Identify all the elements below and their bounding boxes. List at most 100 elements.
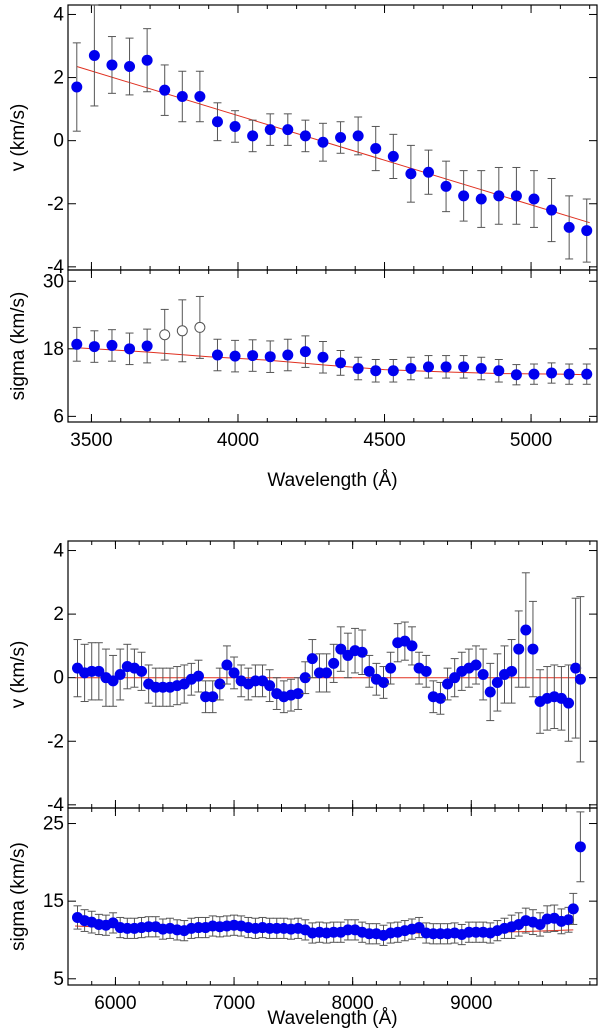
v-data-point bbox=[520, 624, 532, 636]
sigma-data-point bbox=[124, 343, 136, 355]
xtick-label: 9000 bbox=[450, 993, 492, 1014]
v-data-point bbox=[510, 190, 522, 202]
v-data-point bbox=[352, 130, 364, 142]
v-data-point bbox=[440, 180, 452, 192]
sigma-open-point bbox=[194, 321, 206, 333]
v-data-point bbox=[356, 646, 368, 658]
v-data-point bbox=[141, 54, 153, 66]
xtick-label: 6000 bbox=[94, 993, 136, 1014]
v-data-point bbox=[574, 673, 586, 685]
v-data-point bbox=[264, 680, 276, 692]
v-data-point bbox=[194, 90, 206, 102]
sigma-open-point bbox=[159, 329, 171, 341]
sigma-data-point bbox=[317, 351, 329, 363]
v-data-point bbox=[528, 193, 540, 205]
v-data-point bbox=[420, 665, 432, 677]
sigma-data-point bbox=[475, 363, 487, 375]
v-data-point bbox=[299, 130, 311, 142]
v-data-point bbox=[306, 653, 318, 665]
v-data-point bbox=[282, 124, 294, 136]
v-data-point bbox=[292, 688, 304, 700]
xlabel: Wavelength (Å) bbox=[267, 470, 397, 491]
v-data-point bbox=[114, 669, 126, 680]
sigma-ytick-label: 5 bbox=[53, 969, 64, 990]
v-ytick-label: 0 bbox=[53, 668, 64, 689]
blue-arm-chart: -4 -2 0 2 4 v (km/s) 6 18 30 sigma (km/s) 3500 4000… bbox=[8, 4, 598, 491]
sigma-data-point bbox=[493, 365, 505, 377]
v-data-point bbox=[484, 686, 496, 698]
v-data-point bbox=[506, 665, 518, 677]
v-ytick-label: -2 bbox=[47, 194, 64, 215]
v-ytick-label: 2 bbox=[53, 68, 64, 89]
sigma-data-point bbox=[335, 357, 347, 369]
v-data-point bbox=[442, 678, 454, 690]
sigma-data-point bbox=[422, 361, 434, 373]
v-ytick-label: -2 bbox=[47, 731, 64, 752]
sigma-data-point bbox=[458, 361, 470, 373]
v-data-point bbox=[363, 665, 375, 677]
sigma-data-point bbox=[563, 914, 575, 926]
v-data-point bbox=[247, 130, 259, 142]
blue-arm-v-panel: -4 -2 0 2 4 v (km/s) bbox=[8, 4, 598, 278]
sigma-data-point bbox=[567, 903, 579, 915]
v-ytick-label: -4 bbox=[47, 257, 64, 278]
red-arm-sigma-panel: 5 15 25 sigma (km/s) bbox=[8, 807, 598, 990]
sigma-ytick-label: 30 bbox=[43, 271, 64, 292]
v-data-point bbox=[378, 676, 390, 688]
sigma-data-point bbox=[247, 350, 259, 362]
xtick-label: 7000 bbox=[213, 993, 255, 1014]
v-data-point bbox=[475, 193, 487, 205]
v-ytick-label: 0 bbox=[53, 131, 64, 152]
sigma-data-point bbox=[528, 368, 540, 380]
v-data-point bbox=[563, 697, 575, 709]
v-data-point bbox=[422, 166, 434, 178]
sigma-ytick-label: 25 bbox=[43, 814, 64, 835]
v-data-point bbox=[264, 124, 276, 136]
v-data-point bbox=[406, 640, 418, 652]
sigma-data-point bbox=[229, 350, 241, 362]
sigma-data-point bbox=[211, 349, 223, 361]
v-data-point bbox=[335, 643, 347, 655]
xtick-label: 4500 bbox=[363, 430, 405, 451]
v-data-point bbox=[470, 659, 482, 671]
v-ylabel: v (km/s) bbox=[8, 641, 29, 709]
xtick-label: 3500 bbox=[70, 430, 112, 451]
v-data-point bbox=[546, 204, 558, 216]
v-plot-frame bbox=[67, 540, 598, 809]
sigma-data-point bbox=[510, 369, 522, 381]
v-data-point bbox=[328, 657, 340, 669]
sigma-ylabel: sigma (km/s) bbox=[8, 842, 29, 951]
sigma-data-point bbox=[581, 368, 593, 380]
red-arm-chart: -4 -2 0 2 4 v (km/s) 5 15 25 sigma (km/s) 6000 7000… bbox=[8, 540, 598, 1029]
v-data-point bbox=[159, 84, 171, 96]
v-ytick-label: -4 bbox=[47, 795, 64, 816]
sigma-data-point bbox=[352, 363, 364, 375]
sigma-data-point bbox=[440, 361, 452, 373]
v-data-point bbox=[513, 643, 525, 655]
v-data-point bbox=[136, 665, 148, 677]
v-data-point bbox=[221, 659, 233, 671]
v-ytick-label: 4 bbox=[53, 4, 64, 25]
sigma-ytick-label: 15 bbox=[43, 891, 64, 912]
v-data-point bbox=[434, 692, 446, 704]
sigma-data-point bbox=[282, 349, 294, 361]
v-ylabel: v (km/s) bbox=[8, 104, 29, 172]
v-data-point bbox=[570, 662, 582, 674]
v-data-point bbox=[214, 678, 226, 690]
v-data-point bbox=[335, 132, 347, 143]
xtick-label: 8000 bbox=[332, 993, 374, 1014]
sigma-plot-frame bbox=[67, 269, 598, 423]
v-data-point bbox=[107, 675, 119, 687]
sigma-ytick-label: 18 bbox=[43, 339, 64, 360]
v-data-point bbox=[563, 221, 575, 233]
v-data-point bbox=[387, 150, 399, 162]
sigma-ylabel: sigma (km/s) bbox=[8, 292, 29, 401]
v-data-point bbox=[491, 676, 503, 688]
v-data-point bbox=[192, 670, 204, 682]
v-data-point bbox=[93, 665, 105, 677]
v-data-point bbox=[581, 225, 593, 237]
v-data-point bbox=[124, 61, 136, 73]
v-data-point bbox=[527, 643, 539, 655]
v-data-point bbox=[477, 669, 489, 680]
sigma-data-point bbox=[563, 368, 575, 380]
